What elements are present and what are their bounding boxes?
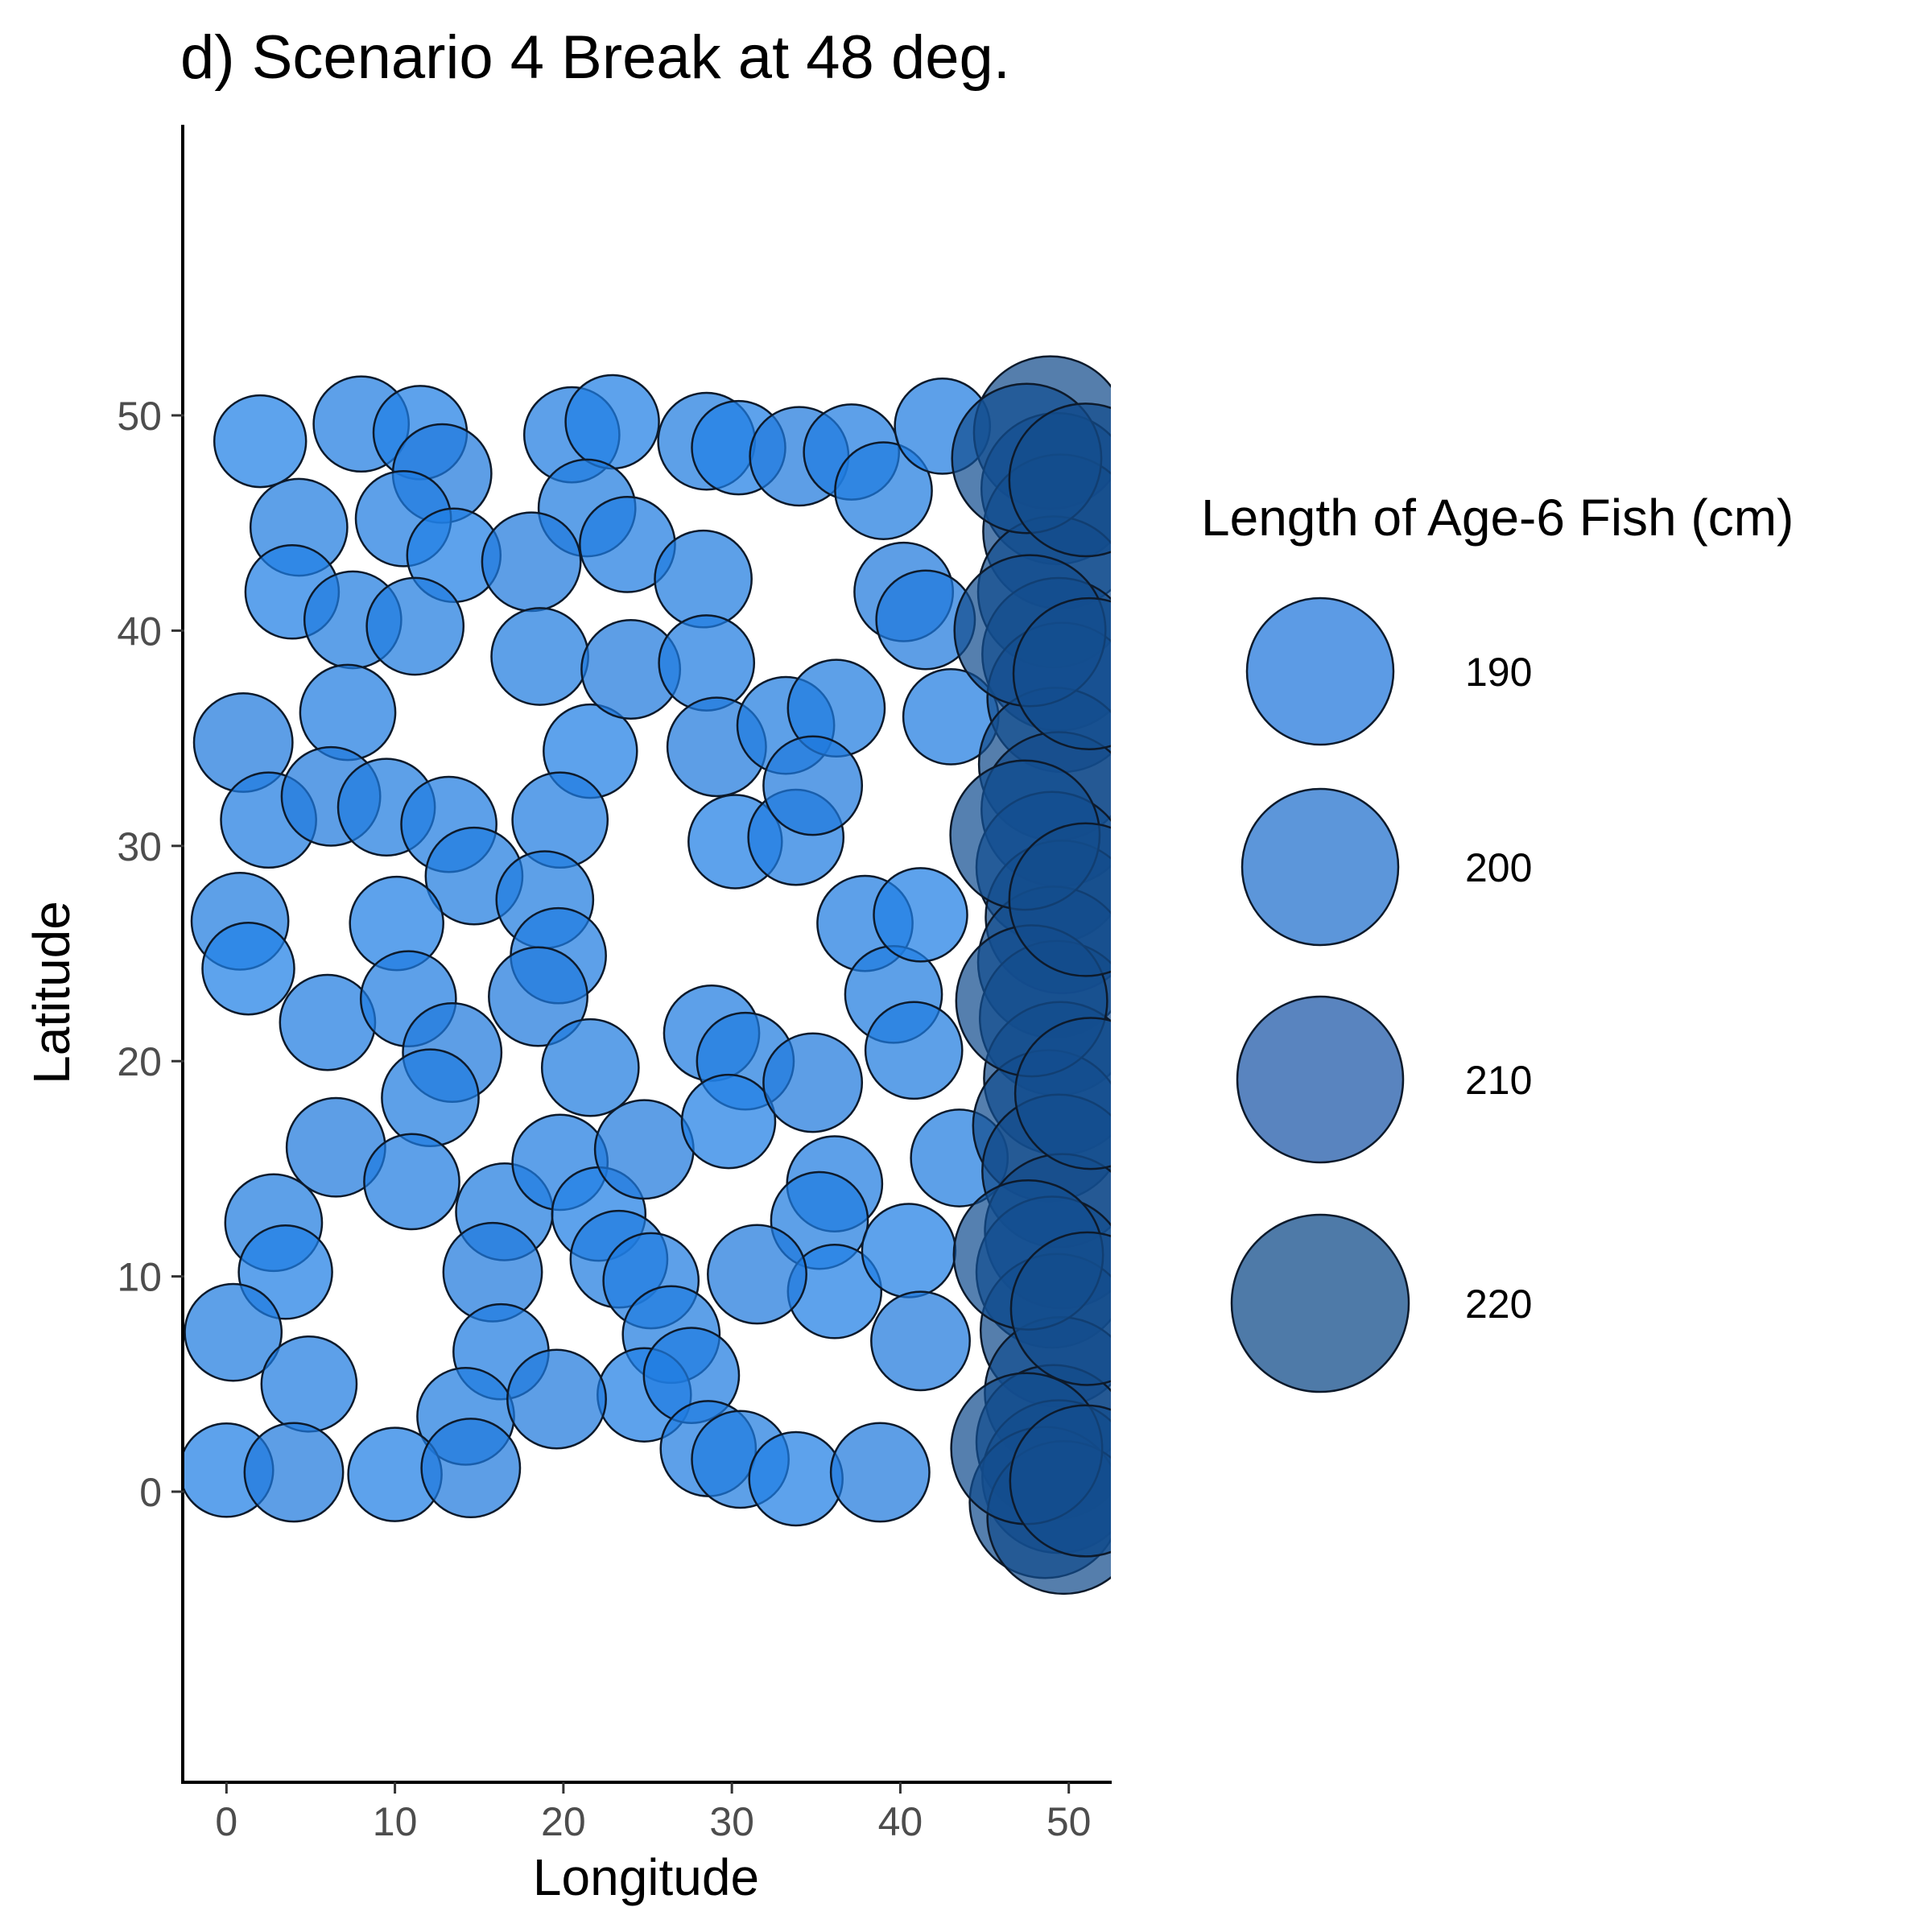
data-point-128 [1013, 1017, 1111, 1170]
data-point-79 [707, 1224, 807, 1325]
y-tick-label: 10 [117, 1255, 162, 1300]
data-point-0 [213, 394, 308, 489]
legend-label-210: 210 [1465, 1058, 1532, 1103]
legend-label-190: 190 [1465, 650, 1532, 695]
data-point-6 [201, 921, 295, 1016]
y-ticks: 0 10 20 30 40 50 [117, 394, 184, 1515]
x-tick-label: 50 [1046, 1799, 1092, 1844]
data-point-11 [184, 1282, 283, 1382]
data-point-125 [1008, 402, 1111, 558]
data-point-82 [748, 1430, 844, 1527]
data-point-22 [299, 663, 397, 762]
x-tick-label: 0 [215, 1799, 237, 1844]
y-axis-label: Latitude [23, 901, 80, 1084]
y-tick-label: 50 [117, 394, 162, 439]
data-point-126 [1012, 597, 1111, 750]
legend-key-210 [1236, 995, 1405, 1164]
legend-key-200 [1241, 787, 1400, 947]
y-tick-label: 30 [117, 824, 162, 869]
legend-label-220: 220 [1465, 1282, 1532, 1327]
data-point-58 [506, 1348, 607, 1450]
legend-title: Length of Age-6 Fish (cm) [1201, 489, 1794, 547]
data-point-75 [762, 1032, 864, 1133]
legend-key-220 [1230, 1213, 1410, 1393]
data-point-64 [654, 529, 753, 629]
data-point-130 [1009, 1404, 1111, 1558]
data-point-88 [834, 441, 933, 540]
x-tick-label: 30 [709, 1799, 754, 1844]
y-tick-label: 20 [117, 1039, 162, 1084]
data-point-129 [1009, 1231, 1111, 1386]
x-tick-label: 10 [373, 1799, 418, 1844]
x-axis-label: Longitude [532, 1848, 760, 1906]
legend-label-200: 200 [1465, 845, 1532, 890]
y-tick-label: 0 [139, 1470, 162, 1515]
data-point-93 [861, 1203, 957, 1298]
chart-title: d) Scenario 4 Break at 48 deg. [180, 23, 1010, 92]
x-tick-label: 20 [541, 1799, 586, 1844]
y-tick-label: 40 [117, 609, 162, 654]
data-point-127 [1008, 822, 1111, 977]
x-ticks: 0 10 20 30 40 50 [215, 1782, 1091, 1844]
data-point-74 [680, 1073, 777, 1170]
data-point-43 [490, 607, 589, 706]
data-point-94 [870, 1290, 971, 1392]
legend-keys: 190 200 210 220 [1230, 597, 1532, 1393]
points-layer [184, 355, 1111, 1596]
x-tick-label: 40 [878, 1799, 923, 1844]
data-point-31 [363, 1133, 460, 1231]
legend-key-190 [1245, 597, 1395, 746]
data-point-39 [564, 374, 660, 470]
data-point-21 [365, 576, 465, 676]
data-point-37 [420, 1418, 522, 1519]
data-point-30 [381, 1048, 480, 1148]
data-point-12 [260, 1335, 358, 1433]
data-point-71 [762, 735, 864, 836]
data-point-49 [488, 946, 588, 1047]
data-point-54 [593, 1099, 695, 1200]
data-point-42 [481, 511, 582, 613]
data-point-83 [829, 1422, 931, 1523]
data-point-14 [243, 1422, 345, 1523]
data-point-86 [873, 867, 968, 963]
data-point-50 [540, 1018, 640, 1117]
data-point-92 [864, 1001, 964, 1100]
data-point-65 [658, 614, 756, 712]
